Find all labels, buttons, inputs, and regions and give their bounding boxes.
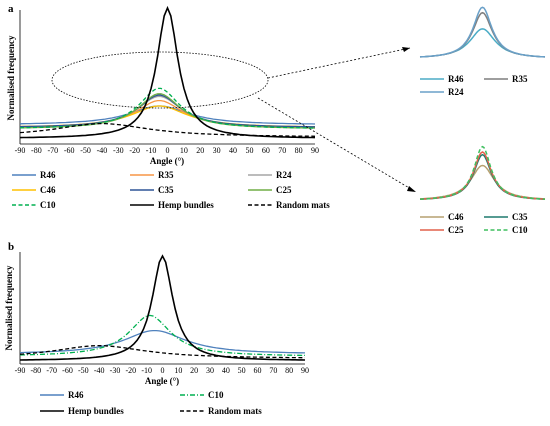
inset-r-series-line (419, 6, 546, 58)
panel-b-xtick-label: -80 (30, 366, 41, 375)
panel-a-legend: R46 R35 R24 C46 C35 C25 C10 Hemp bundles Random … (12, 170, 330, 210)
panel-a-xtick-label: 0 (166, 146, 170, 155)
panel-a-series-line (19, 105, 316, 125)
panel-b-xtick-label: 70 (269, 366, 277, 375)
panel-a-chart: -90 -80 -70 -60 -50 -40 -30 -20 -10 0 10 20 30 40 50 60… (6, 5, 319, 166)
panel-b-legend-label: Hemp bundles (68, 406, 124, 416)
panel-a-legend-label: C25 (276, 185, 292, 195)
panel-a-xtick-label: 50 (245, 146, 253, 155)
panel-b-xtick-label: 60 (254, 366, 262, 375)
panel-b-xtick-label: 20 (190, 366, 198, 375)
inset-r-legend-label: R24 (448, 87, 464, 97)
panel-a-xtick-label: -10 (146, 146, 157, 155)
panel-a-ylabel: Normalised frequency (6, 35, 16, 121)
inset-r-legend-label: R46 (448, 74, 464, 84)
panel-b-xtick-label: -50 (78, 366, 89, 375)
panel-a-series-line (19, 94, 315, 128)
inset-c-legend: C46 C35 C25 C10 (420, 212, 528, 235)
panel-b-xtick-label: 90 (301, 366, 309, 375)
panel-b-xtick-label: -60 (62, 366, 73, 375)
panel-b-xtick-label: 30 (206, 366, 214, 375)
inset-r-legend: R46 R35 R24 (420, 74, 528, 97)
inset-c-series-line (420, 145, 545, 200)
inset-c-series-line (420, 151, 545, 200)
inset-r-chart (419, 6, 546, 58)
panel-a-legend-label: R35 (158, 170, 174, 180)
panel-a-xlabel: Angle (°) (150, 156, 184, 166)
panel-a-legend-label: Random mats (276, 200, 330, 210)
panel-b-series-line (19, 344, 305, 359)
panel-a-legend-label: Hemp bundles (158, 200, 214, 210)
panel-b-xtick-label: 10 (174, 366, 182, 375)
panel-a-legend-label: R24 (276, 170, 292, 180)
panel-a-xtick-label: -70 (47, 146, 58, 155)
panel-b-xtick-label: -90 (15, 366, 26, 375)
panel-b-chart: -90 -80 -70 -60 -50 -40 -30 -20 -10 0 10 20 30 40 50 60… (4, 252, 309, 386)
zoom-ellipse (51, 51, 269, 109)
panel-b-series-line (19, 314, 305, 357)
panel-b-xtick-label: 50 (238, 366, 246, 375)
panel-a-legend-label: C46 (40, 185, 56, 195)
panel-b-legend-label: C10 (208, 390, 224, 400)
panel-a-xtick-label: 40 (229, 146, 237, 155)
panel-b-series-line (19, 329, 306, 354)
panel-a-letter: a (8, 3, 14, 15)
panel-a-xtick-label: -60 (64, 146, 75, 155)
inset-c-legend-label: C10 (512, 225, 528, 235)
zoom-arrow-lower-head (407, 186, 416, 192)
panel-a-xtick-label: 20 (196, 146, 204, 155)
panel-b-xtick-label: -20 (125, 366, 136, 375)
panel-a-legend-label: C10 (40, 200, 56, 210)
panel-a-series-line (19, 5, 316, 139)
panel-a-xtick-label: 60 (262, 146, 270, 155)
panel-b-ylabel: Normalised frequency (4, 265, 14, 351)
panel-b-xtick-label: -10 (141, 366, 152, 375)
panel-b-legend: R46 C10 Hemp bundles Random mats (40, 390, 262, 416)
panel-a-xtick-label: -20 (129, 146, 140, 155)
panel-b-xtick-label: 40 (222, 366, 230, 375)
inset-c-series-line (420, 153, 545, 200)
zoom-arrow-upper-head (402, 47, 410, 52)
panel-a-xtick-label: -40 (97, 146, 108, 155)
inset-r-legend-label: R35 (512, 74, 528, 84)
panel-a-xtick-label: 70 (278, 146, 286, 155)
inset-c-legend-label: C25 (448, 225, 464, 235)
inset-c-series-line (419, 164, 546, 200)
inset-r-series-line (419, 28, 546, 58)
panel-a-xtick-label: -30 (113, 146, 124, 155)
panel-b-xlabel: Angle (°) (145, 376, 179, 386)
panel-a-xtick-label: 10 (180, 146, 188, 155)
inset-c-legend-label: C46 (448, 212, 464, 222)
panel-a-xtick-label: 30 (213, 146, 221, 155)
panel-b-legend-label: R46 (68, 390, 84, 400)
panel-b-xtick-label: 80 (285, 366, 293, 375)
panel-a-legend-label: R46 (40, 170, 56, 180)
panel-a-xtick-label: 90 (311, 146, 319, 155)
panel-b-xtick-label: -40 (94, 366, 105, 375)
panel-a-xtick-label: -90 (15, 146, 26, 155)
zoom-arrow-upper (267, 47, 411, 79)
panel-b-letter: b (8, 241, 14, 253)
panel-b-xtick-label: -70 (46, 366, 57, 375)
panel-a-series-line (19, 87, 315, 129)
panel-b-xtick-label: 0 (161, 366, 165, 375)
panel-b-legend-label: Random mats (208, 406, 262, 416)
panel-b-series-line (19, 254, 306, 361)
panel-a-xtick-label: -50 (80, 146, 91, 155)
inset-r-series-line (420, 11, 545, 58)
zoom-arrow-lower (257, 97, 417, 193)
inset-c-legend-label: C35 (512, 212, 528, 222)
inset-c-chart (419, 145, 546, 200)
panel-a-legend-label: C35 (158, 185, 174, 195)
panel-a-xtick-label: 80 (295, 146, 303, 155)
panel-b-xtick-label: -30 (110, 366, 121, 375)
panel-a-xtick-label: -80 (31, 146, 42, 155)
